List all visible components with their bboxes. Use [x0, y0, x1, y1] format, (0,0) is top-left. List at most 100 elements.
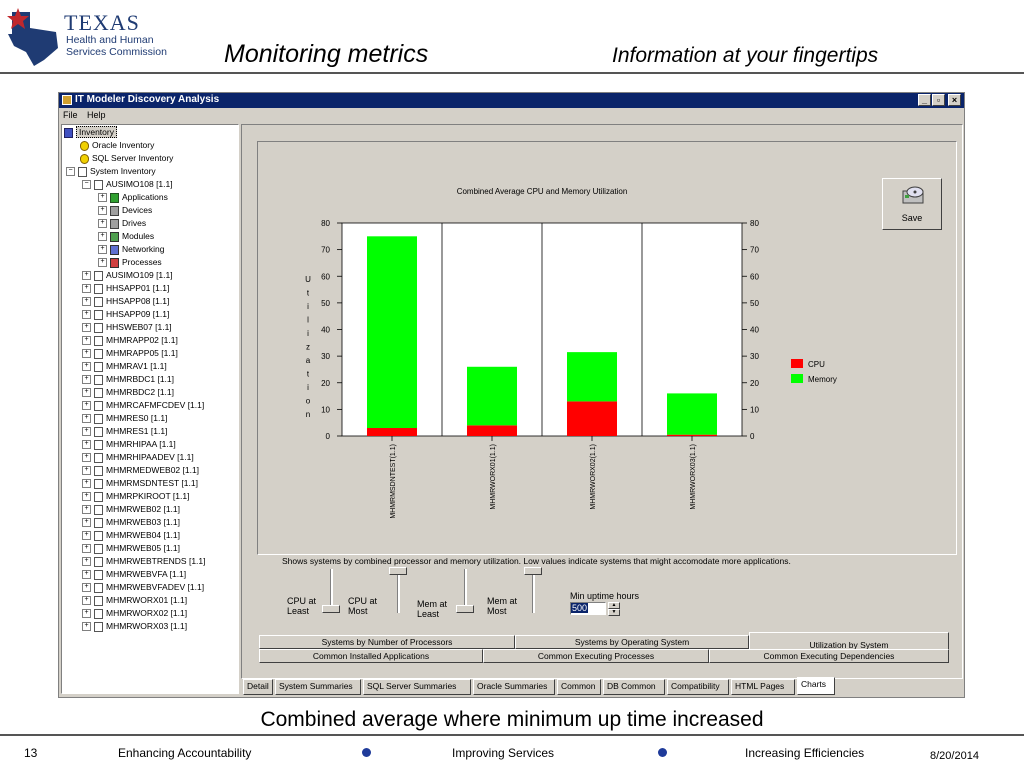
- tree-node-sqlserver[interactable]: SQL Server Inventory: [80, 152, 173, 165]
- expand-icon[interactable]: +: [82, 544, 91, 554]
- tree-node-system[interactable]: + MHMRWEBTRENDS [1.1]: [82, 555, 206, 568]
- bottom-tab-detail[interactable]: Detail: [243, 679, 273, 695]
- collapse-icon[interactable]: −: [66, 167, 75, 177]
- tree-node-system[interactable]: + MHMRAPP05 [1.1]: [82, 347, 178, 360]
- tree-node-system[interactable]: + AUSIMO109 [1.1]: [82, 269, 173, 282]
- tree-node-applications[interactable]: + Applications: [98, 191, 168, 204]
- tree-node-system[interactable]: + HHSAPP09 [1.1]: [82, 308, 169, 321]
- expand-icon[interactable]: +: [82, 271, 91, 281]
- minimize-icon[interactable]: _: [918, 94, 931, 106]
- window-titlebar[interactable]: IT Modeler Discovery Analysis _ ▫ ×: [59, 93, 964, 108]
- tree-node-processes[interactable]: + Processes: [98, 256, 162, 269]
- spin-down-icon[interactable]: ▼: [608, 609, 620, 616]
- expand-icon[interactable]: +: [82, 557, 91, 567]
- tree-node-system[interactable]: + MHMRWORX01 [1.1]: [82, 594, 187, 607]
- expand-icon[interactable]: +: [98, 219, 107, 229]
- menu-help[interactable]: Help: [87, 110, 106, 120]
- expand-icon[interactable]: +: [82, 453, 91, 463]
- expand-icon[interactable]: +: [82, 466, 91, 476]
- tree-node-system[interactable]: + MHMRAV1 [1.1]: [82, 360, 167, 373]
- uptime-input[interactable]: 500: [570, 602, 606, 615]
- tab-systems-by-processors[interactable]: Systems by Number of Processors: [259, 635, 515, 649]
- tree-node-system[interactable]: + MHMRWORX02 [1.1]: [82, 607, 187, 620]
- tree-node-oracle[interactable]: Oracle Inventory: [80, 139, 154, 152]
- bottom-tab-oracle-summaries[interactable]: Oracle Summaries: [473, 679, 555, 695]
- expand-icon[interactable]: +: [82, 518, 91, 528]
- tree-node-system[interactable]: + MHMRES0 [1.1]: [82, 412, 167, 425]
- tree-node-system[interactable]: + HHSAPP08 [1.1]: [82, 295, 169, 308]
- expand-icon[interactable]: +: [82, 388, 91, 398]
- tree-node-system[interactable]: + MHMRWEBVFA [1.1]: [82, 568, 186, 581]
- expand-icon[interactable]: +: [82, 427, 91, 437]
- collapse-icon[interactable]: −: [82, 180, 91, 190]
- tab-utilization-by-system[interactable]: Utilization by System: [749, 632, 949, 649]
- tab-common-executing-dependencies[interactable]: Common Executing Dependencies: [709, 649, 949, 663]
- expand-icon[interactable]: +: [98, 232, 107, 242]
- expand-icon[interactable]: +: [82, 596, 91, 606]
- menu-file[interactable]: File: [63, 110, 78, 120]
- expand-icon[interactable]: +: [82, 440, 91, 450]
- expand-icon[interactable]: +: [82, 492, 91, 502]
- bottom-tab-db-common[interactable]: DB Common: [603, 679, 665, 695]
- cpu-least-slider-track[interactable]: [330, 569, 333, 613]
- expand-icon[interactable]: +: [98, 206, 107, 216]
- cpu-most-slider-thumb[interactable]: [389, 567, 407, 575]
- tree-node-inventory[interactable]: Inventory: [64, 126, 117, 139]
- tab-common-executing-processes[interactable]: Common Executing Processes: [483, 649, 709, 663]
- tree-node-modules[interactable]: + Modules: [98, 230, 154, 243]
- tab-systems-by-os[interactable]: Systems by Operating System: [515, 635, 749, 649]
- expand-icon[interactable]: +: [82, 531, 91, 541]
- tree-node-expanded-system[interactable]: − AUSIMO108 [1.1]: [82, 178, 173, 191]
- spin-up-icon[interactable]: ▲: [608, 602, 620, 609]
- expand-icon[interactable]: +: [82, 375, 91, 385]
- bottom-tab-system-summaries[interactable]: System Summaries: [275, 679, 361, 695]
- tree-node-system[interactable]: + MHMRCAFMFCDEV [1.1]: [82, 399, 204, 412]
- mem-most-slider-thumb[interactable]: [524, 567, 542, 575]
- expand-icon[interactable]: +: [98, 193, 107, 203]
- tree-node-system[interactable]: + MHMRWEB04 [1.1]: [82, 529, 180, 542]
- expand-icon[interactable]: +: [82, 401, 91, 411]
- bottom-tab-html-pages[interactable]: HTML Pages: [731, 679, 795, 695]
- close-icon[interactable]: ×: [948, 94, 961, 106]
- tab-common-installed-apps[interactable]: Common Installed Applications: [259, 649, 483, 663]
- cpu-least-slider-thumb[interactable]: [322, 605, 340, 613]
- expand-icon[interactable]: +: [82, 570, 91, 580]
- tree-node-system[interactable]: + MHMRWEB05 [1.1]: [82, 542, 180, 555]
- tree-node-system[interactable]: + HHSWEB07 [1.1]: [82, 321, 172, 334]
- expand-icon[interactable]: +: [82, 336, 91, 346]
- cpu-most-slider-track[interactable]: [397, 569, 400, 613]
- expand-icon[interactable]: +: [98, 245, 107, 255]
- uptime-spinner[interactable]: ▲ ▼: [608, 602, 620, 616]
- tree-node-system[interactable]: + MHMRWEBVFADEV [1.1]: [82, 581, 204, 594]
- save-button[interactable]: Save: [882, 178, 942, 230]
- tree-node-system-inventory[interactable]: − System Inventory: [66, 165, 156, 178]
- tree-node-system[interactable]: + MHMRBDC2 [1.1]: [82, 386, 174, 399]
- expand-icon[interactable]: +: [82, 622, 91, 632]
- tree-node-networking[interactable]: + Networking: [98, 243, 165, 256]
- bottom-tab-charts[interactable]: Charts: [797, 677, 835, 695]
- bottom-tab-compatibility[interactable]: Compatibility: [667, 679, 729, 695]
- bottom-tab-sql-server-summaries[interactable]: SQL Server Summaries: [363, 679, 471, 695]
- expand-icon[interactable]: +: [98, 258, 107, 268]
- tree-node-system[interactable]: + MHMRMSDNTEST [1.1]: [82, 477, 198, 490]
- maximize-icon[interactable]: ▫: [932, 94, 945, 106]
- tree-node-system[interactable]: + MHMRWEB03 [1.1]: [82, 516, 180, 529]
- expand-icon[interactable]: +: [82, 323, 91, 333]
- tree-node-system[interactable]: + MHMRES1 [1.1]: [82, 425, 167, 438]
- inventory-tree[interactable]: Inventory Oracle Inventory SQL Server In…: [61, 124, 239, 694]
- tree-node-system[interactable]: + MHMRHIPAA [1.1]: [82, 438, 176, 451]
- mem-least-slider-thumb[interactable]: [456, 605, 474, 613]
- tree-node-system[interactable]: + MHMRBDC1 [1.1]: [82, 373, 174, 386]
- expand-icon[interactable]: +: [82, 609, 91, 619]
- expand-icon[interactable]: +: [82, 414, 91, 424]
- expand-icon[interactable]: +: [82, 349, 91, 359]
- tree-node-system[interactable]: + HHSAPP01 [1.1]: [82, 282, 169, 295]
- tree-node-system[interactable]: + MHMRPKIROOT [1.1]: [82, 490, 189, 503]
- mem-least-slider-track[interactable]: [464, 569, 467, 613]
- tree-node-drives[interactable]: + Drives: [98, 217, 146, 230]
- tree-node-system[interactable]: + MHMRWORX03 [1.1]: [82, 620, 187, 633]
- expand-icon[interactable]: +: [82, 310, 91, 320]
- tree-node-devices[interactable]: + Devices: [98, 204, 152, 217]
- tree-node-system[interactable]: + MHMRMEDWEB02 [1.1]: [82, 464, 199, 477]
- tree-node-system[interactable]: + MHMRAPP02 [1.1]: [82, 334, 178, 347]
